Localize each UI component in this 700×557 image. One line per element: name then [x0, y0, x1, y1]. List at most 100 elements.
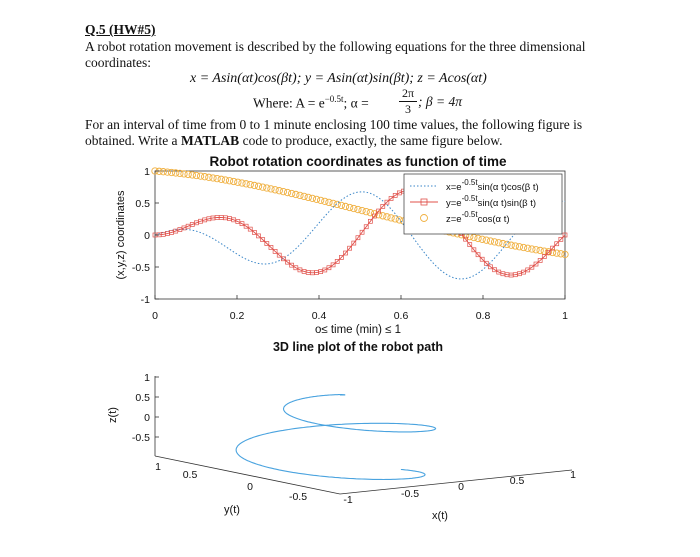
z-point	[519, 243, 528, 252]
z-point	[321, 197, 329, 205]
x-tick-label: 0.6	[394, 310, 409, 322]
y-point	[475, 252, 481, 258]
z-point	[271, 186, 279, 194]
chart2-title: 3D line plot of the robot path	[273, 340, 443, 354]
y3d-tick-label: 1	[155, 461, 161, 473]
legend-label-pre: x=e	[446, 182, 462, 193]
z-point	[317, 196, 325, 204]
z-point	[515, 243, 524, 251]
z-point	[329, 199, 337, 208]
x-axis-label: x(t)	[432, 510, 448, 522]
intro-line-2: coordinates:	[85, 55, 151, 70]
y-point	[268, 245, 274, 250]
y3d-tick-label: 0	[247, 481, 253, 493]
y3d-tick-label: 0.5	[183, 469, 198, 481]
x-axis-line	[339, 469, 573, 495]
z-point	[167, 168, 176, 177]
y-point	[533, 261, 539, 267]
z-point	[221, 176, 230, 184]
robot-path-curve	[235, 394, 437, 481]
z-point	[474, 234, 482, 243]
z-point	[234, 178, 242, 186]
z-point	[362, 207, 370, 216]
z-point	[259, 183, 267, 191]
y-tick-label: 0	[144, 230, 150, 242]
z-point	[478, 235, 486, 243]
z-point	[267, 185, 275, 193]
z-point	[536, 246, 544, 255]
legend-label-sup: -0.5t	[462, 210, 479, 219]
z-point	[254, 182, 263, 190]
z-point	[184, 170, 192, 179]
z-point	[499, 239, 507, 248]
legend-label-post: sin(α t)cos(β t)	[478, 182, 539, 193]
y-axis-line	[154, 455, 341, 495]
z-point	[312, 195, 321, 203]
z-point	[246, 180, 254, 189]
legend-label-sup: -0.5t	[462, 194, 479, 203]
alpha-denominator: 3	[405, 102, 411, 116]
y-point	[554, 241, 560, 247]
y-point	[243, 223, 249, 229]
para-line-2-bold: MATLAB	[180, 133, 240, 148]
y-point	[355, 235, 361, 241]
z-point	[341, 202, 350, 211]
x-tick-label: 1	[562, 310, 568, 322]
x3d-tick-label: -1	[343, 494, 352, 506]
z-point	[192, 171, 201, 180]
legend-z-marker	[420, 214, 428, 222]
legend-label-pre: z=e	[446, 214, 462, 225]
y-point	[343, 250, 348, 256]
z-point	[333, 200, 341, 209]
y-tick-label: 0.5	[135, 198, 150, 210]
y-point	[272, 248, 278, 254]
para-line-1: For an interval of time from 0 to 1 minu…	[85, 117, 583, 132]
intro-line-1: A robot rotation movement is described b…	[85, 39, 586, 54]
chart1-ticks: 0 0.2 0.4 0.6 0.8 1 1 0.5 0 -0.5 -1	[132, 166, 568, 322]
y-point	[368, 218, 373, 224]
z-point	[263, 184, 271, 192]
y-point	[363, 224, 369, 230]
y-point	[372, 213, 377, 219]
z-point	[300, 192, 308, 201]
y-point	[285, 259, 290, 265]
y-point	[562, 232, 568, 238]
z-point	[172, 169, 180, 177]
z-axis-label: z(t)	[107, 407, 119, 423]
legend-label: y=e-0.5tsin(α t)sin(β t)	[446, 194, 536, 209]
chart2-ticks: 1 0.5 0 -0.5 1 0.5 0 -0.5 -1 -0.5 0 0.5 1	[132, 372, 576, 506]
y-point	[347, 245, 352, 251]
x3d-tick-label: 0	[458, 481, 464, 493]
z-tick-label: 1	[144, 372, 150, 384]
z-point	[213, 174, 221, 183]
z-point	[358, 206, 366, 215]
z-point	[557, 250, 565, 258]
y-point	[247, 226, 253, 232]
z-point	[553, 249, 561, 257]
equations: x = Asin(αt)cos(βt); y = Asin(αt)sin(βt)…	[190, 71, 487, 86]
y-point	[483, 260, 489, 266]
y-point	[529, 264, 535, 270]
y-point	[488, 264, 493, 270]
z-point	[188, 171, 196, 179]
z-point	[383, 213, 391, 221]
x3d-tick-label: -0.5	[401, 488, 419, 500]
y-point	[463, 236, 468, 242]
z-point	[495, 239, 503, 247]
y-point	[558, 236, 564, 242]
para-line-2: obtained. Write a MATLAB code to produce…	[85, 133, 502, 149]
y-point	[541, 254, 547, 259]
y-point	[289, 262, 295, 268]
where-line: Where: A = e−0.5t; α =	[253, 94, 369, 112]
where-exponent: −0.5t	[324, 94, 344, 104]
z-point	[524, 244, 532, 252]
z-point	[242, 180, 250, 188]
legend-label-post: cos(α t)	[478, 214, 510, 225]
z-tick-label: 0	[144, 412, 150, 424]
legend-label: z=e-0.5tcos(α t)	[446, 210, 510, 225]
y-tick-label: -0.5	[132, 262, 150, 274]
y-point	[546, 250, 551, 255]
x-series-line	[154, 191, 566, 280]
z-point	[159, 168, 167, 176]
chart1-xlabel: o≤ time (min) ≤ 1	[315, 324, 401, 336]
